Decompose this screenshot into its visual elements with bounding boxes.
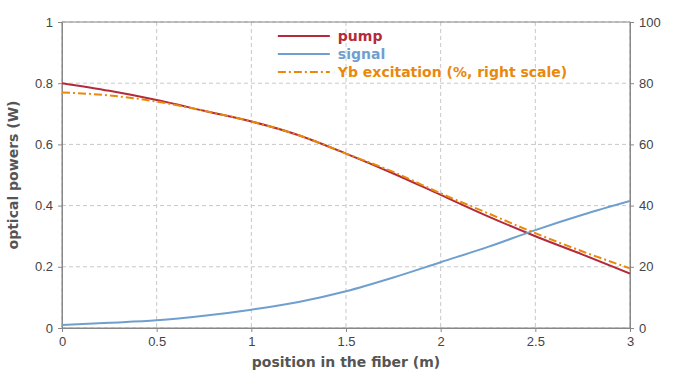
grid [62, 22, 630, 328]
tick: 40 [630, 198, 653, 213]
tick-label: 2 [438, 334, 445, 349]
grid-line-y [62, 144, 630, 145]
tick-label: 0 [46, 321, 53, 336]
tick: 3 [627, 328, 634, 349]
tick-label: 40 [639, 198, 653, 213]
tick: 1.5 [337, 328, 355, 349]
legend-swatch [278, 71, 330, 73]
tick-label: 1 [46, 15, 53, 30]
y-axis: 0 0.2 0.4 0.6 0.8 1 [35, 15, 63, 336]
tick: 80 [630, 76, 653, 91]
tick-mark [58, 83, 62, 84]
legend-label: pump [338, 28, 383, 44]
tick: 0 [46, 321, 62, 336]
tick-mark [58, 22, 62, 23]
grid-line-y [62, 266, 630, 267]
tick-mark [441, 328, 442, 332]
x-axis-title: position in the fiber (m) [252, 354, 440, 370]
tick-mark [535, 328, 536, 332]
plot: 00.511.522.5300.20.40.60.81020406080100p… [35, 15, 661, 350]
tick-mark [157, 328, 158, 332]
tick-mark [630, 83, 634, 84]
series-line [62, 201, 630, 325]
legend: pump signal Yb excitation (%, right scale) [278, 28, 567, 80]
tick: 1 [248, 328, 255, 349]
tick: 100 [630, 15, 661, 30]
tick-label: 100 [639, 15, 661, 30]
tick-mark [58, 206, 62, 207]
tick-mark [58, 267, 62, 268]
y-axis-title: optical powers (W) [5, 101, 21, 250]
grid-line-x [156, 22, 157, 328]
plot-frame [62, 22, 630, 328]
tick: 0.8 [35, 76, 62, 91]
series-line [62, 92, 630, 268]
tick: 2 [438, 328, 445, 349]
legend-swatch [278, 53, 330, 55]
tick-mark [630, 22, 634, 23]
series-group [62, 83, 630, 325]
axis-line [58, 23, 63, 329]
grid-line-y [62, 205, 630, 206]
tick-label: 1.5 [337, 334, 355, 349]
x-axis: 0 0.5 1 1.5 2 2.5 3 [59, 328, 634, 349]
tick: 0 [630, 321, 646, 336]
tick-mark [630, 328, 634, 329]
tick: 20 [630, 259, 653, 274]
tick: 0 [59, 328, 66, 349]
tick: 1 [46, 15, 62, 30]
tick: 2.5 [527, 328, 545, 349]
tick-mark [346, 328, 347, 332]
legend-label: signal [338, 46, 385, 62]
chart: 00.511.522.5300.20.40.60.81020406080100p… [0, 0, 700, 375]
tick: 0.5 [148, 328, 166, 349]
series-line [62, 83, 630, 273]
tick-label: 0 [59, 334, 66, 349]
tick-label: 0.5 [148, 334, 166, 349]
y2-axis: 0 20 40 60 80 100 [630, 15, 661, 336]
tick: 0.6 [35, 137, 62, 152]
tick-mark [630, 267, 634, 268]
tick-label: 3 [627, 334, 634, 349]
tick-label: 0.4 [35, 198, 53, 213]
legend-swatch [278, 35, 330, 37]
tick: 0.4 [35, 198, 62, 213]
tick-label: 80 [639, 76, 653, 91]
tick-label: 0.8 [35, 76, 53, 91]
tick-label: 0.2 [35, 259, 53, 274]
tick-label: 1 [248, 334, 255, 349]
tick: 0.2 [35, 259, 62, 274]
grid-line-y [62, 83, 630, 84]
tick-label: 0 [639, 321, 646, 336]
tick-label: 0.6 [35, 137, 53, 152]
tick-mark [58, 328, 62, 329]
axis-line [631, 23, 635, 329]
tick: 60 [630, 137, 653, 152]
tick-mark [251, 328, 252, 332]
tick-label: 2.5 [527, 334, 545, 349]
legend-label: Yb excitation (%, right scale) [337, 64, 567, 80]
tick-mark [58, 144, 62, 145]
axis-line [63, 329, 631, 333]
tick-mark [630, 206, 634, 207]
tick-label: 20 [639, 259, 653, 274]
tick-mark [630, 144, 634, 145]
tick-label: 60 [639, 137, 653, 152]
grid-line-x [251, 22, 252, 328]
